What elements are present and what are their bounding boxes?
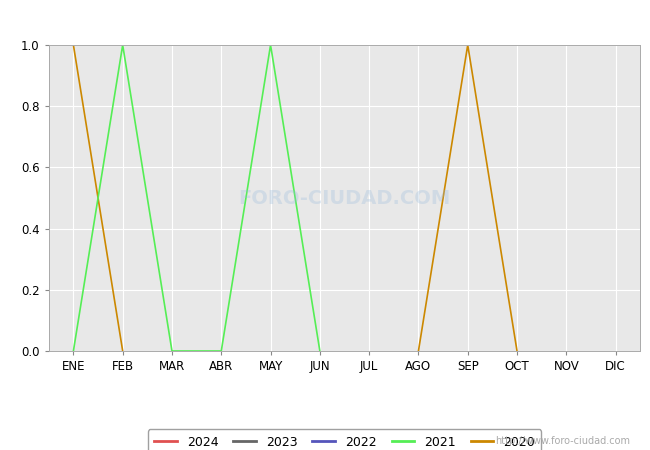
- Text: FORO-CIUDAD.COM: FORO-CIUDAD.COM: [239, 189, 450, 207]
- Text: http://www.foro-ciudad.com: http://www.foro-ciudad.com: [495, 436, 630, 446]
- Text: Matriculaciones de Vehiculos en Bárcabo: Matriculaciones de Vehiculos en Bárcabo: [155, 11, 495, 29]
- Legend: 2024, 2023, 2022, 2021, 2020: 2024, 2023, 2022, 2021, 2020: [148, 429, 541, 450]
